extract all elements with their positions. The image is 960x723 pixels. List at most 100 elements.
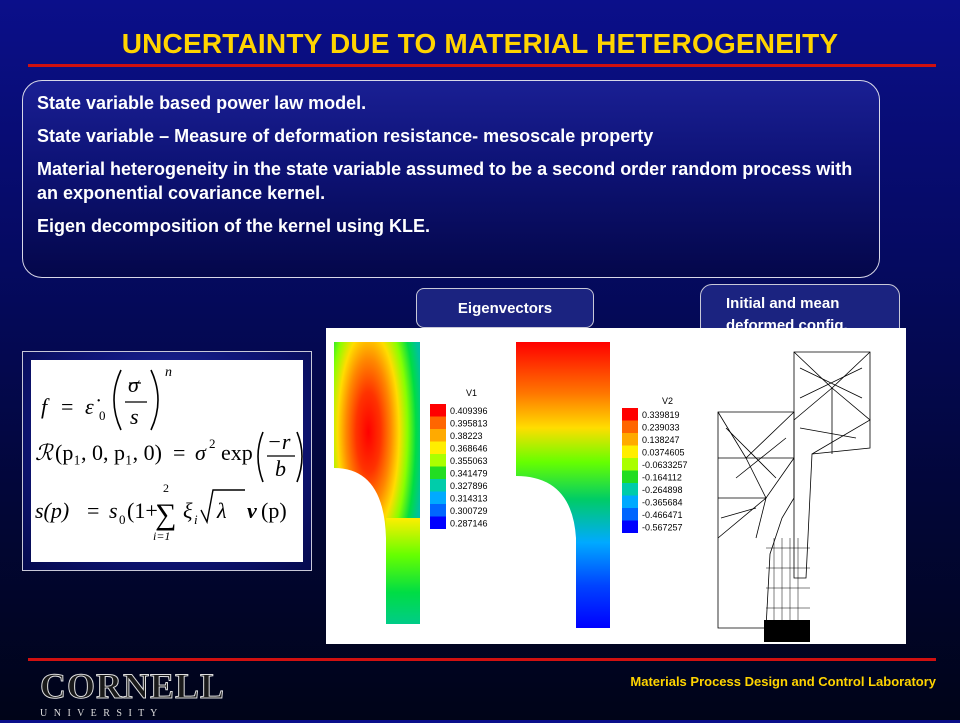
v1-neck (386, 518, 420, 624)
legend-label: 0.300729 (450, 506, 488, 516)
v1-legend: V1 0.409396 0.395813 0.38223 0.368646 0.3550… (430, 388, 488, 529)
legend-swatch (622, 508, 638, 521)
figure-svg: V1 0.409396 0.395813 0.38223 0.368646 0.3550… (334, 342, 871, 642)
legend-label: 0.287146 (450, 519, 488, 529)
legend-label: 0.0374605 (642, 448, 685, 458)
text-panel: State variable based power law model. St… (22, 80, 880, 278)
legend-swatch (622, 408, 638, 421)
bullet-1: State variable based power law model. (37, 93, 367, 113)
s-lhs: s(p) (35, 498, 69, 523)
f-paren-left (113, 369, 122, 431)
r-numerator: −r (267, 429, 291, 454)
f-eq: = (61, 394, 73, 419)
legend-label: 0.341479 (450, 469, 488, 479)
bullet-4: Eigen decomposition of the kernel using … (37, 216, 431, 236)
s-sub-i: i (194, 512, 198, 527)
legend-swatch (430, 429, 446, 442)
v2-legend-title: V2 (662, 396, 673, 406)
slide-title: UNCERTAINTY DUE TO MATERIAL HETEROGENEIT… (121, 28, 839, 59)
legend-label: 0.138247 (642, 435, 680, 445)
s-sum-top: 2 (163, 481, 169, 495)
legend-swatch (622, 445, 638, 458)
legend-swatch (430, 416, 446, 429)
legend-label: 0.327896 (450, 481, 488, 491)
legend-swatch (430, 491, 446, 504)
s-sub0: 0 (119, 512, 126, 527)
bullet-2: State variable – Measure of deformation … (37, 126, 654, 146)
legend-swatch (622, 433, 638, 446)
legend-swatch (622, 483, 638, 496)
legend-swatch (430, 516, 446, 529)
footer-line (28, 658, 936, 661)
legend-label: 0.38223 (450, 431, 483, 441)
eigenvectors-label: Eigenvectors (416, 288, 594, 328)
f-paren-right (150, 369, 159, 431)
formula-box: f = ε̇ 0 σ s n ℛ (p₁, 0, p₁, 0) = σ 2 ex… (22, 351, 312, 571)
legend-swatch (622, 420, 638, 433)
mesh-neck (766, 538, 810, 629)
r-pow: 2 (209, 436, 216, 451)
mesh-initial (717, 411, 795, 629)
s-lambda: λ (216, 498, 227, 523)
legend-label: -0.164112 (642, 473, 682, 483)
r-paren-left (257, 431, 264, 483)
legend-swatch (622, 458, 638, 471)
logo-svg: CORNELL U N I V E R S I T Y (40, 666, 225, 720)
legend-label: -0.365684 (642, 498, 683, 508)
legend-swatch (430, 466, 446, 479)
legend-label: -0.264898 (642, 485, 683, 495)
cornell-logo: CORNELL U N I V E R S I T Y (36, 664, 226, 720)
formula-svg: f = ε̇ 0 σ s n ℛ (p₁, 0, p₁, 0) = σ 2 ex… (31, 360, 303, 562)
f-exponent: n (165, 365, 172, 380)
r-exp: exp (221, 440, 253, 465)
legend-label: 0.355063 (450, 456, 488, 466)
legend-label: -0.0633257 (642, 460, 688, 470)
legend-swatch (622, 520, 638, 533)
legend-swatch (622, 470, 638, 483)
legend-label: -0.466471 (642, 510, 683, 520)
s-open: (1+ (127, 498, 158, 523)
s-arg: (p) (261, 498, 287, 523)
r-paren-right (296, 431, 303, 483)
bullet-3: Material heterogeneity in the state vari… (37, 159, 853, 203)
v1-legend-title: V1 (466, 388, 477, 398)
legend-swatch (430, 454, 446, 467)
mesh-deformed (793, 351, 871, 579)
legend-label: 0.409396 (450, 406, 488, 416)
f-s: s (130, 404, 139, 429)
legend-label: 0.395813 (450, 419, 488, 429)
legend-swatch (430, 504, 446, 517)
lab-name: Materials Process Design and Control Lab… (630, 674, 936, 689)
legend-swatch (622, 495, 638, 508)
f-sigma: σ (128, 372, 140, 397)
legend-swatch (430, 404, 446, 417)
s-v: v (247, 498, 257, 523)
legend-label: 0.339819 (642, 410, 680, 420)
logo-word: CORNELL (40, 666, 225, 706)
mesh-bottom-block (764, 620, 810, 642)
f-sub0: 0 (99, 408, 106, 423)
logo-subtext: U N I V E R S I T Y (40, 708, 159, 718)
title-underline (28, 64, 936, 67)
s-xi: ξ (183, 498, 193, 523)
s-eq: = (87, 498, 99, 523)
s-sum: ∑ (155, 498, 176, 531)
r-args: (p₁, 0, p₁, 0) (55, 440, 162, 465)
s-s0: s (109, 498, 118, 523)
r-sigma: σ (195, 440, 207, 465)
s-sqrt (200, 489, 245, 525)
figure-area: V1 0.409396 0.395813 0.38223 0.368646 0.3550… (326, 328, 906, 644)
legend-swatch (430, 479, 446, 492)
legend-swatch (430, 441, 446, 454)
f-lhs: f (41, 394, 50, 419)
legend-label: 0.368646 (450, 444, 488, 454)
legend-label: 0.314313 (450, 494, 488, 504)
s-sum-bottom: i=1 (153, 529, 170, 543)
legend-label: -0.567257 (642, 523, 683, 533)
legend-label: 0.239033 (642, 423, 680, 433)
v2-legend: V2 0.339819 0.239033 0.138247 0.0374605 -0.0… (622, 396, 688, 533)
r-symbol: ℛ (35, 440, 54, 465)
r-eq: = (173, 440, 185, 465)
r-denominator: b (275, 456, 286, 481)
v2-specimen (516, 342, 610, 628)
